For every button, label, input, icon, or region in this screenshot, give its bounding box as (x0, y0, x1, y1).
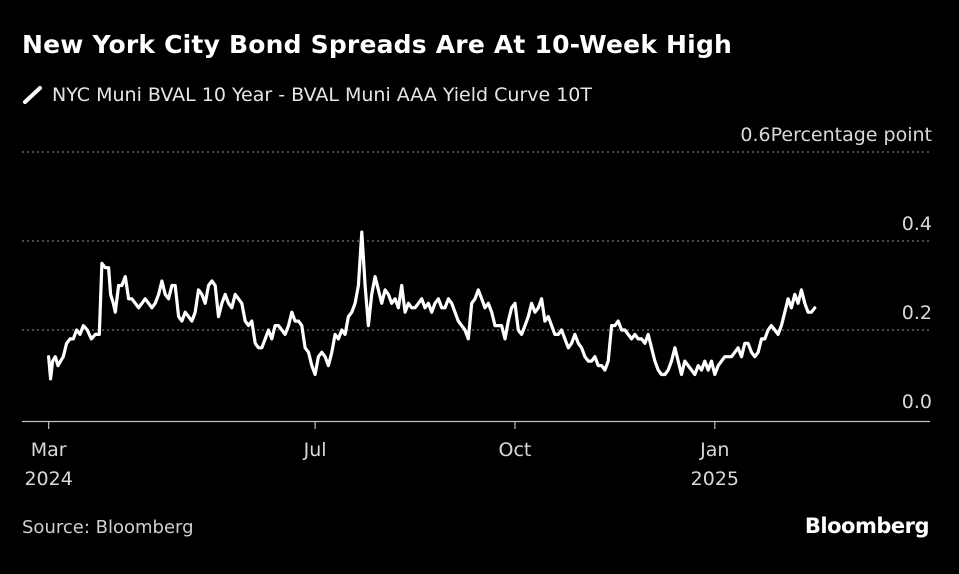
x-tick-sublabel-3: 2025 (691, 468, 739, 490)
grid-layer: 0.6Percentage point 0.4 0.2 0.0 (22, 124, 932, 413)
x-tick-label-0: Mar (31, 439, 67, 461)
legend-line-icon (23, 86, 42, 104)
x-tick-sublabel-0: 2024 (24, 468, 72, 490)
y-tick-label-3: 0.0 (902, 391, 932, 413)
bloomberg-logo: Bloomberg (804, 514, 930, 538)
y-tick-label-1: 0.4 (902, 213, 932, 235)
chart-title: New York City Bond Spreads Are At 10-Wee… (22, 30, 733, 59)
y-tick-label-2: 0.2 (902, 302, 932, 324)
source-note: Source: Bloomberg (22, 517, 194, 538)
x-tick-label-3: Jan (699, 439, 729, 461)
series-line-0 (46, 230, 817, 381)
series-layer (46, 230, 817, 381)
x-tick-label-1: Jul (303, 439, 327, 461)
legend: NYC Muni BVAL 10 Year - BVAL Muni AAA Yi… (22, 84, 592, 106)
y-tick-label-0: 0.6Percentage point (740, 124, 932, 146)
legend-label: NYC Muni BVAL 10 Year - BVAL Muni AAA Yi… (52, 84, 593, 106)
x-tick-label-2: Oct (499, 439, 532, 461)
x-axis: Mar 2024 Jul Oct Jan 2025 (22, 420, 930, 490)
